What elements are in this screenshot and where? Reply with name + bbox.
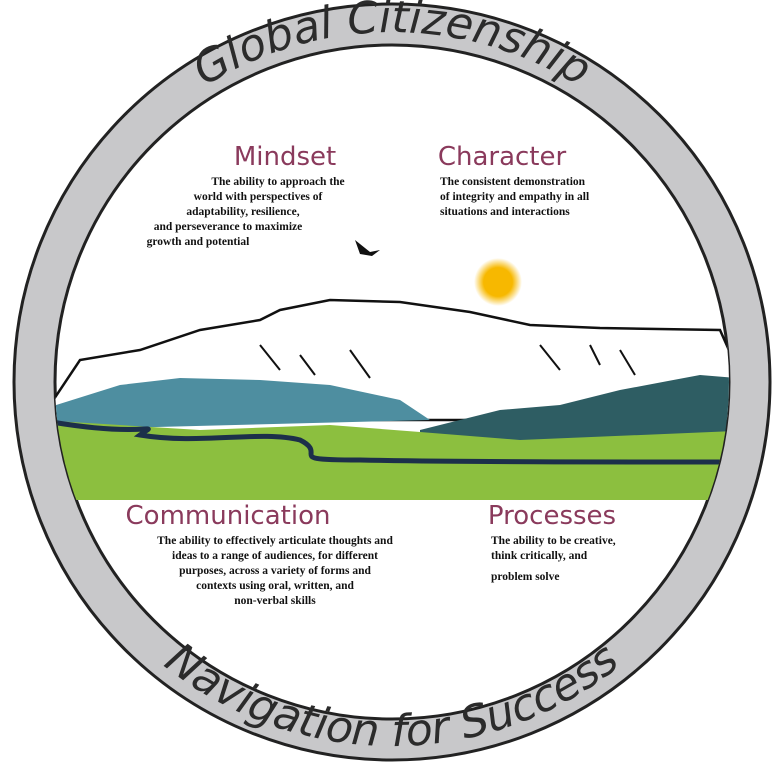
section-title: Communication	[126, 501, 331, 531]
section-text: adaptability, resilience,	[186, 206, 299, 218]
section-title: Processes	[488, 501, 616, 531]
section-text: world with perspectives of	[194, 191, 323, 203]
section-text: ideas to a range of audiences, for diffe…	[172, 550, 378, 562]
sun	[474, 258, 522, 306]
section-text: The ability to be creative,	[491, 535, 616, 547]
section-text: problem solve	[491, 571, 559, 583]
section-title: Mindset	[234, 142, 336, 172]
section-text: and perseverance to maximize	[154, 221, 303, 233]
section-text: contexts using oral, written, and	[196, 580, 354, 592]
section-text: situations and interactions	[440, 206, 570, 218]
section-text: purposes, across a variety of forms and	[179, 565, 371, 577]
section-text: The consistent demonstration	[440, 176, 586, 188]
section-text: The ability to effectively articulate th…	[157, 535, 393, 547]
section-title: Character	[438, 142, 567, 172]
section-text: think critically, and	[491, 550, 588, 562]
section-text: The ability to approach the	[211, 176, 344, 188]
section-text: growth and potential	[147, 236, 250, 248]
section-text: of integrity and empathy in all	[440, 191, 589, 203]
diagram: Global Citizenship Navigation for Succes…	[0, 0, 783, 762]
section-text: non-verbal skills	[234, 595, 316, 607]
